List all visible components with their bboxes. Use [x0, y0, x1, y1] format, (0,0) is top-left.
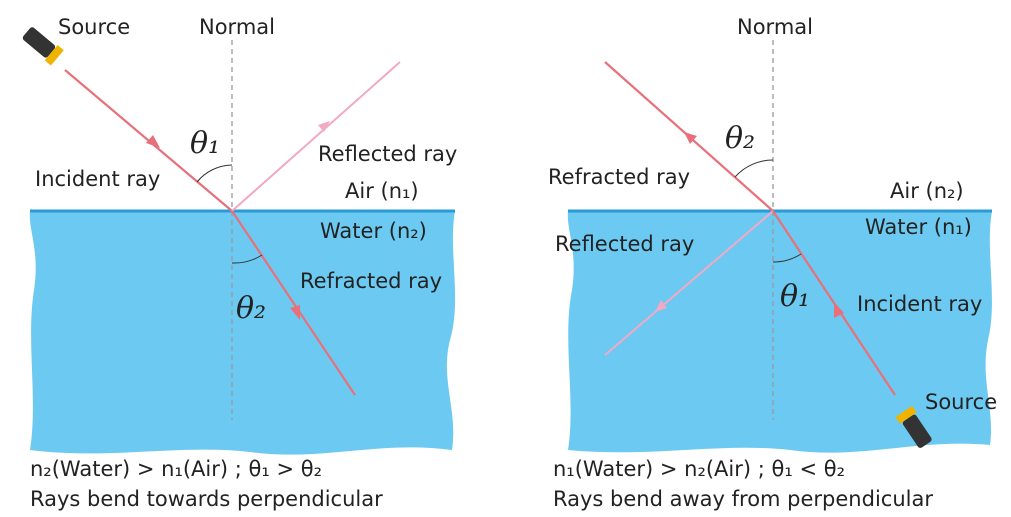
- angle-label: θ₂: [236, 291, 266, 326]
- reflected-label: Reflected ray: [555, 232, 694, 256]
- angle-arc: [197, 165, 232, 182]
- caption: Rays bend towards perpendicular: [30, 487, 383, 511]
- refracted-label: Refracted ray: [548, 165, 690, 189]
- upper-medium-label: Air (n₂): [890, 179, 964, 203]
- angle-label: θ₂: [725, 121, 755, 156]
- normal-label: Normal: [737, 15, 813, 39]
- source-label: Source: [925, 390, 997, 414]
- angle-label: θ₁: [780, 279, 810, 314]
- caption: n₁(Water) > n₂(Air) ; θ₁ < θ₂: [553, 457, 845, 481]
- upper-medium-label: Air (n₁): [345, 179, 419, 203]
- source-label: Source: [58, 15, 130, 39]
- caption: n₂(Water) > n₁(Air) ; θ₁ > θ₂: [30, 457, 322, 481]
- arrow: [146, 135, 160, 148]
- normal-label: Normal: [199, 15, 275, 39]
- incident-label: Incident ray: [35, 167, 160, 191]
- caption: Rays bend away from perpendicular: [553, 487, 933, 511]
- refracted-label: Refracted ray: [300, 269, 442, 293]
- reflected-label: Reflected ray: [318, 142, 457, 166]
- refraction-diagram: Source Normal θ₁ Incident ray Reflected …: [0, 0, 1011, 517]
- angle-arc: [735, 160, 773, 177]
- lower-medium-label: Water (n₂): [320, 219, 427, 243]
- incident-label: Incident ray: [857, 292, 982, 316]
- angle-label: θ₁: [190, 126, 220, 161]
- lower-medium-label: Water (n₁): [865, 215, 972, 239]
- water: [30, 211, 455, 455]
